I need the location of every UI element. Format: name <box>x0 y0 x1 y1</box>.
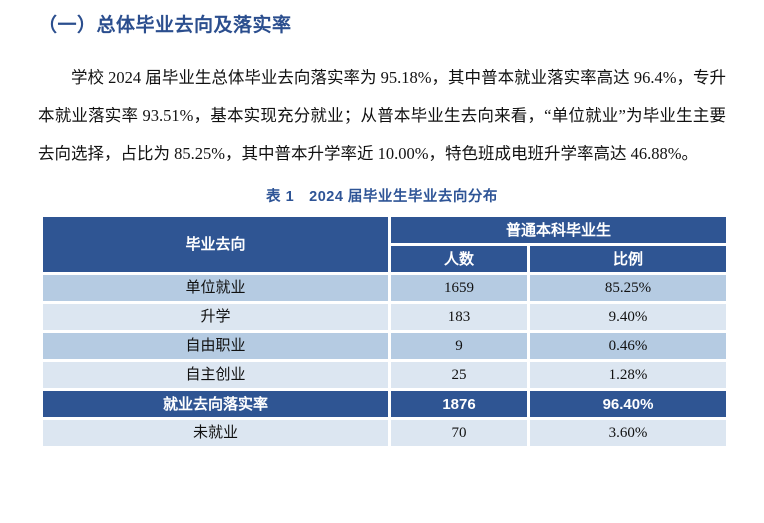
table-row: 自主创业 25 1.28% <box>40 359 730 391</box>
row-label: 单位就业 <box>40 272 391 304</box>
col-header-destination: 毕业去向 <box>40 214 391 275</box>
section-heading: （一）总体毕业去向及落实率 <box>38 15 292 36</box>
row-label: 就业去向落实率 <box>40 388 391 420</box>
row-count: 70 <box>388 417 530 449</box>
body-paragraph: 学校 2024 届毕业生总体毕业去向落实率为 95.18%，其中普本就业落实率高… <box>38 68 726 163</box>
row-count: 9 <box>388 330 530 362</box>
table-header-row-2: 人数 比例 <box>42 243 730 275</box>
table-row: 升学 183 9.40% <box>40 301 730 333</box>
row-ratio: 1.28% <box>526 359 730 391</box>
row-count: 1659 <box>388 272 530 304</box>
table-row: 未就业 70 3.60% <box>40 417 730 449</box>
graduate-destination-table: 毕业去向 普通本科毕业生 人数 比例 单位就业 1659 85.25% 升学 1… <box>40 214 730 449</box>
row-label: 自主创业 <box>40 359 391 391</box>
row-count: 25 <box>388 359 530 391</box>
row-ratio: 96.40% <box>526 388 730 420</box>
row-ratio: 3.60% <box>526 417 730 449</box>
col-group-header-undergraduates: 普通本科毕业生 <box>387 214 730 246</box>
row-ratio: 9.40% <box>526 301 730 333</box>
table-header-row-1: 毕业去向 普通本科毕业生 <box>40 214 730 275</box>
col-header-ratio: 比例 <box>526 243 730 275</box>
row-ratio: 0.46% <box>526 330 730 362</box>
row-label: 未就业 <box>40 417 391 449</box>
table-caption: 表 1 2024 届毕业生毕业去向分布 <box>266 189 498 205</box>
table-row: 自由职业 9 0.46% <box>40 330 730 362</box>
row-count: 1876 <box>388 388 530 420</box>
row-label: 升学 <box>40 301 391 333</box>
row-label: 自由职业 <box>40 330 391 362</box>
row-count: 183 <box>388 301 530 333</box>
row-ratio: 85.25% <box>526 272 730 304</box>
table-row-total: 就业去向落实率 1876 96.40% <box>40 388 730 420</box>
col-header-count: 人数 <box>388 243 530 275</box>
table-row: 单位就业 1659 85.25% <box>40 272 730 304</box>
